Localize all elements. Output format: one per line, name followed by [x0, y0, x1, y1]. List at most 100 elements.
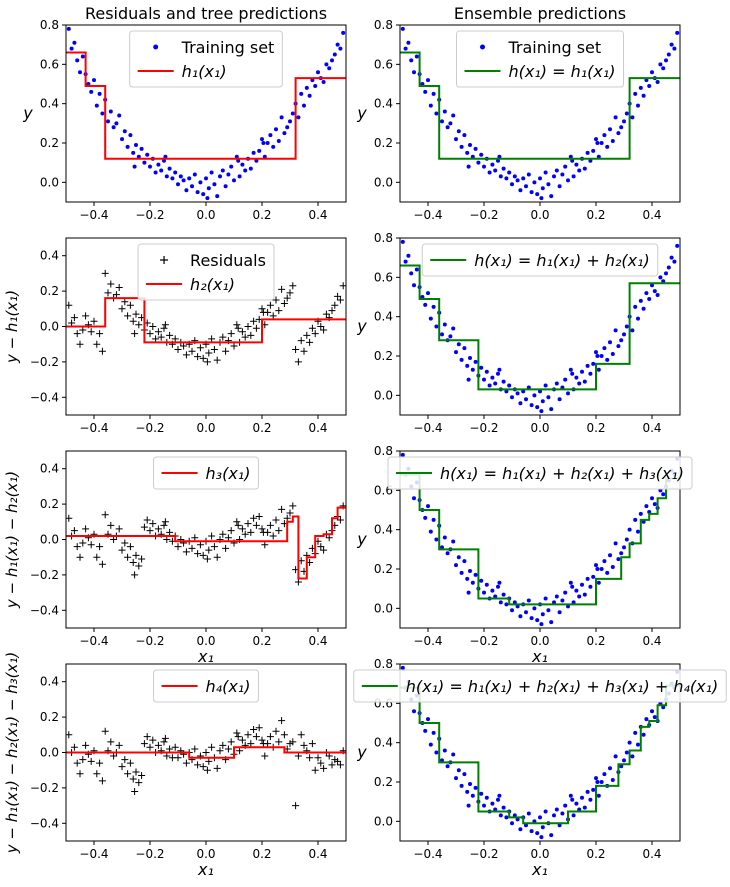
training-point — [647, 83, 652, 88]
training-point — [610, 139, 615, 144]
training-point — [468, 568, 472, 573]
x-tick-label: 0.2 — [252, 847, 271, 861]
training-point — [426, 78, 430, 83]
residual-point — [146, 330, 154, 338]
y-tick-label: 0.2 — [40, 710, 59, 724]
training-point — [426, 717, 430, 722]
subplot-7: −0.4 −0.2 0.0 0.2 0.4 −0.4 −0.2 0.0 0.2 0.4 y − h₁… — [3, 652, 347, 879]
training-point — [596, 793, 601, 798]
training-point — [529, 190, 534, 195]
training-point — [672, 46, 677, 51]
y-axis-label: y — [356, 530, 367, 549]
residual-point — [182, 759, 190, 767]
training-point — [66, 26, 71, 31]
training-point — [532, 180, 537, 185]
training-point — [602, 772, 607, 777]
prediction-line — [66, 746, 346, 759]
residual-point — [73, 759, 81, 767]
training-point — [473, 146, 478, 151]
training-point — [594, 776, 598, 781]
y-axis-label: y — [356, 743, 367, 762]
training-point — [599, 780, 604, 784]
y-tick-label: 0.0 — [40, 320, 59, 334]
training-point — [456, 129, 461, 134]
training-point — [641, 93, 646, 98]
legend-box — [455, 30, 625, 88]
y-tick-label: −0.2 — [30, 355, 59, 369]
training-point — [468, 781, 472, 786]
training-point — [501, 379, 506, 384]
training-point — [568, 580, 573, 585]
training-point — [190, 184, 194, 189]
residual-point — [334, 757, 342, 765]
training-point — [324, 62, 329, 67]
residual-point — [234, 521, 242, 529]
training-point — [482, 803, 486, 808]
training-point — [557, 184, 562, 189]
y-axis-label: y − h₁(x₁) — [3, 290, 21, 364]
training-point — [459, 144, 464, 149]
residual-point — [194, 550, 202, 558]
legend: Training set h(x₁) = h₁(x₁) — [455, 30, 625, 88]
x-tick-label: 0.2 — [586, 634, 605, 648]
residual-point — [311, 330, 319, 338]
training-point — [120, 137, 124, 142]
training-point — [164, 174, 169, 179]
training-point — [479, 578, 484, 583]
training-point — [341, 30, 346, 35]
prediction-line — [66, 297, 346, 344]
residual-point — [213, 356, 221, 364]
training-point — [524, 184, 528, 189]
training-point — [454, 776, 458, 781]
training-point — [459, 357, 464, 362]
training-point — [594, 350, 598, 355]
residual-point — [76, 770, 84, 778]
residual-point — [272, 516, 280, 524]
training-point — [412, 709, 416, 714]
training-point — [153, 170, 158, 175]
training-point — [504, 815, 509, 820]
training-point — [223, 184, 228, 189]
training-point — [655, 293, 660, 298]
residual-point — [98, 777, 106, 785]
training-point — [549, 833, 554, 838]
residual-point — [325, 534, 333, 542]
x-tick-label: −0.2 — [469, 421, 498, 435]
training-point — [218, 174, 222, 179]
training-point — [535, 831, 540, 836]
training-point — [538, 815, 542, 820]
y-tick-label: 0.2 — [374, 349, 393, 363]
training-point — [139, 146, 144, 151]
training-point — [145, 152, 150, 157]
training-point — [462, 133, 467, 138]
training-point — [493, 381, 498, 386]
training-point — [465, 363, 470, 368]
residual-point — [278, 717, 286, 725]
legend: h₄(x₁) — [153, 669, 259, 703]
residual-point — [171, 335, 179, 343]
residual-point — [317, 759, 325, 767]
training-point — [608, 340, 612, 345]
y-tick-label: 0.4 — [40, 97, 59, 111]
residual-point — [297, 731, 305, 739]
training-point — [296, 115, 301, 120]
y-tick-label: 0.0 — [374, 388, 393, 402]
y-axis-label: y − h₁(x₁) − h₂(x₁) − h₃(x₁) — [3, 652, 21, 855]
training-point — [596, 580, 601, 585]
training-point — [560, 598, 565, 603]
training-point — [204, 176, 208, 181]
x-tick-label: 0.0 — [530, 208, 549, 222]
subplot-title: Ensemble predictions — [454, 4, 626, 23]
residual-point — [79, 539, 87, 547]
legend-label: Residuals — [190, 251, 266, 270]
training-point — [595, 354, 600, 358]
training-point — [268, 133, 273, 138]
training-point — [493, 168, 498, 173]
residual-point — [70, 527, 78, 535]
training-point — [400, 239, 405, 244]
residual-point — [146, 527, 154, 535]
training-point — [271, 144, 276, 149]
legend: h(x₁) = h₁(x₁) + h₂(x₁) + h₃(x₁) — [387, 456, 693, 490]
training-point — [72, 40, 77, 45]
training-point — [574, 588, 579, 593]
